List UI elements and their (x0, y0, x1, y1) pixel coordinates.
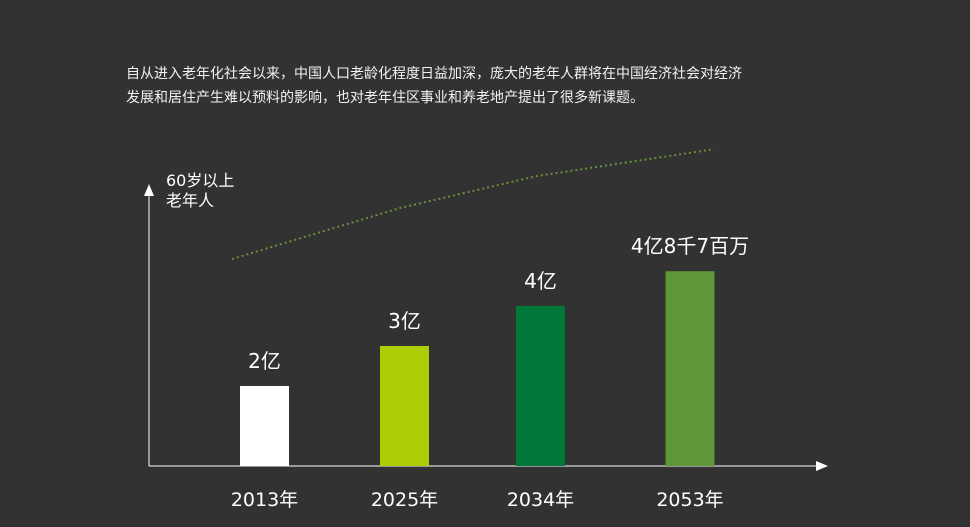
category-label-0: 2013年 (231, 489, 298, 511)
bar-3 (665, 271, 715, 466)
y-axis-arrow-icon (144, 184, 154, 196)
bars-group (240, 271, 715, 466)
value-label-3: 4亿8千7百万 (631, 234, 749, 258)
category-label-1: 2025年 (371, 489, 438, 511)
bar-2 (516, 306, 565, 466)
labels-group: 2亿 2013年 3亿 2025年 4亿 2034年 4亿8千7百万 2053年 (231, 234, 749, 511)
trend-line (231, 148, 715, 260)
x-axis-arrow-icon (816, 461, 828, 471)
category-label-2: 2034年 (507, 489, 574, 511)
bar-0 (240, 386, 289, 466)
value-label-0: 2亿 (248, 349, 281, 373)
intro-line-1: 自从进入老年化社会以来，中国人口老龄化程度日益加深，庞大的老年人群将在中国经济社… (126, 66, 742, 82)
y-axis-label-line: 老年人 (166, 191, 214, 210)
intro-paragraph: 自从进入老年化社会以来，中国人口老龄化程度日益加深，庞大的老年人群将在中国经济社… (126, 62, 866, 110)
value-label-1: 3亿 (388, 309, 421, 333)
y-axis-label-line: 60岁以上 (166, 171, 234, 190)
category-label-3: 2053年 (656, 489, 723, 511)
value-label-2: 4亿 (524, 269, 557, 293)
bar-1 (380, 346, 429, 466)
intro-line-2: 发展和居住产生难以预料的影响，也对老年住区事业和养老地产提出了很多新课题。 (126, 90, 644, 106)
trend-line-group (231, 148, 715, 260)
